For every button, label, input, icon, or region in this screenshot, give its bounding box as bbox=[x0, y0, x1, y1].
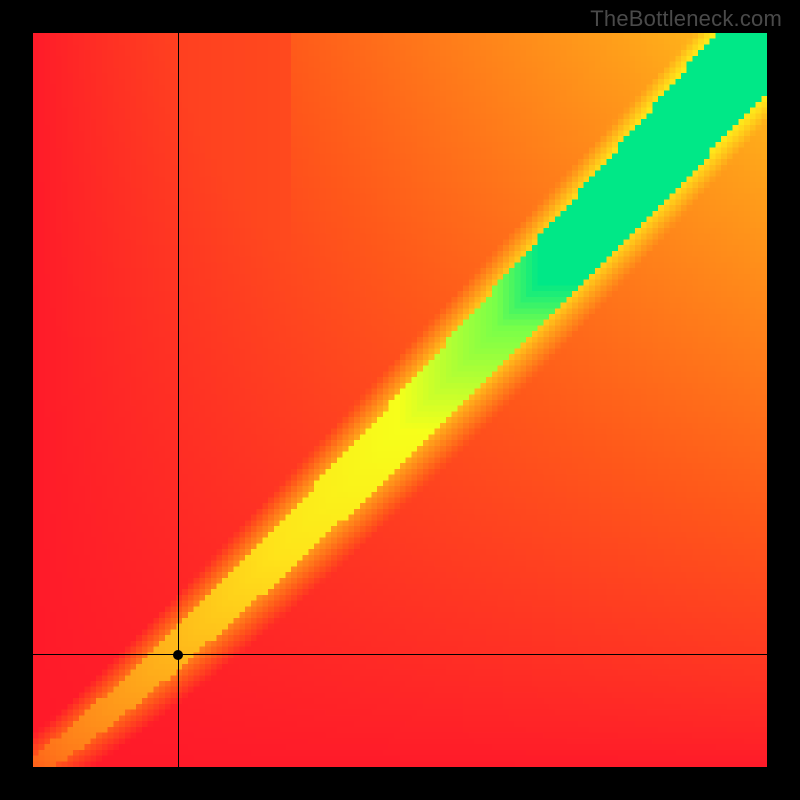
heatmap-canvas bbox=[33, 33, 767, 767]
chart-container: TheBottleneck.com bbox=[0, 0, 800, 800]
plot-area bbox=[33, 33, 767, 767]
watermark-label: TheBottleneck.com bbox=[590, 6, 782, 32]
